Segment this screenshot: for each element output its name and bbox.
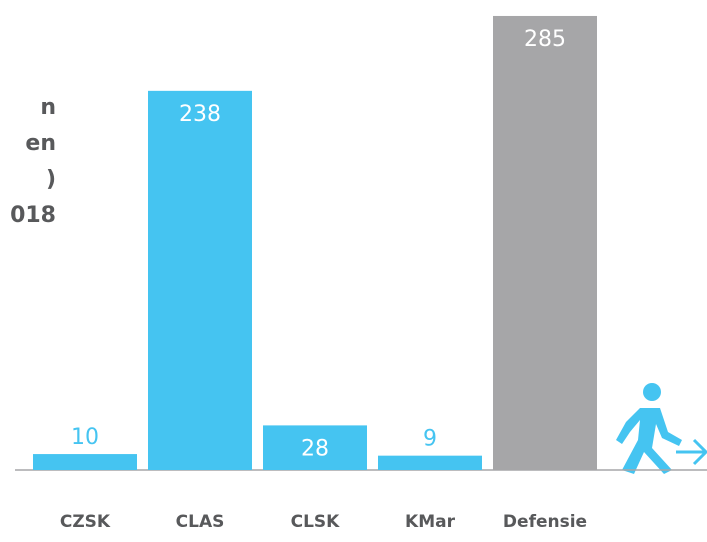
value-label: 10 bbox=[71, 425, 99, 450]
walking-icon bbox=[616, 383, 707, 474]
x-tick-label: CLSK bbox=[291, 512, 341, 532]
value-label: 238 bbox=[179, 102, 221, 127]
bar bbox=[263, 425, 367, 470]
value-label: 9 bbox=[423, 427, 437, 452]
title-line: ) bbox=[46, 167, 56, 192]
x-tick-label: CLAS bbox=[176, 512, 225, 532]
x-tick-label: KMar bbox=[405, 512, 456, 532]
bar bbox=[33, 454, 137, 470]
title-line: 018 bbox=[10, 203, 56, 228]
value-label: 28 bbox=[301, 436, 329, 461]
value-label: 285 bbox=[524, 27, 566, 52]
x-tick-label: Defensie bbox=[503, 512, 587, 532]
title-line: en bbox=[25, 131, 56, 156]
x-tick-label: CZSK bbox=[60, 512, 111, 532]
title-line: n bbox=[40, 95, 56, 120]
bar bbox=[493, 15, 597, 471]
bar bbox=[148, 90, 252, 471]
bar bbox=[378, 455, 482, 470]
